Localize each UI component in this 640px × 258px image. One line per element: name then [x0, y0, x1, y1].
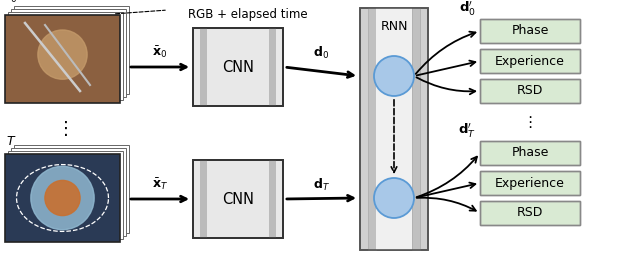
Bar [14, 145, 129, 233]
Bar [11, 148, 126, 236]
Bar [368, 8, 376, 250]
Text: CNN: CNN [222, 191, 254, 206]
Text: Experience: Experience [495, 176, 565, 189]
Bar [480, 171, 580, 195]
Text: $t_0$: $t_0$ [6, 0, 18, 5]
Bar [480, 19, 580, 43]
Bar [480, 201, 580, 225]
Bar [5, 154, 120, 242]
Bar [8, 151, 123, 239]
Text: $T$: $T$ [6, 135, 17, 148]
Circle shape [38, 30, 87, 79]
Bar [360, 8, 428, 250]
Circle shape [374, 56, 414, 96]
Bar [412, 8, 420, 250]
Text: $\bar{\mathbf{x}}_T$: $\bar{\mathbf{x}}_T$ [152, 176, 168, 192]
Bar [480, 141, 580, 165]
Text: $\mathbf{d}_T'$: $\mathbf{d}_T'$ [458, 121, 476, 139]
Text: RGB + elapsed time: RGB + elapsed time [188, 8, 308, 21]
Text: $\mathbf{d}_0'$: $\mathbf{d}_0'$ [459, 0, 476, 17]
Bar [480, 141, 580, 165]
Text: RSD: RSD [517, 85, 543, 98]
Circle shape [31, 166, 94, 230]
Circle shape [374, 178, 414, 218]
Bar [480, 79, 580, 103]
Text: $\mathbf{d}_T$: $\mathbf{d}_T$ [312, 177, 330, 193]
Bar [193, 28, 283, 106]
Bar [14, 6, 129, 94]
Bar [480, 19, 580, 43]
Bar [269, 28, 276, 106]
Bar [360, 8, 428, 250]
Bar [480, 49, 580, 73]
Text: Phase: Phase [511, 147, 548, 159]
Bar [480, 49, 580, 73]
Text: CNN: CNN [222, 60, 254, 75]
Circle shape [45, 180, 80, 216]
Bar [200, 160, 207, 238]
Text: Phase: Phase [511, 25, 548, 37]
Bar [193, 160, 283, 238]
Bar [480, 79, 580, 103]
Text: ⋮: ⋮ [57, 119, 75, 138]
Bar [480, 171, 580, 195]
Bar [8, 12, 123, 100]
Bar [11, 9, 126, 97]
Text: Experience: Experience [495, 54, 565, 68]
Bar [193, 160, 283, 238]
Bar [269, 160, 276, 238]
Text: ⋮: ⋮ [522, 115, 538, 130]
Bar [200, 28, 207, 106]
Text: RSD: RSD [517, 206, 543, 220]
Text: $\mathbf{d}_0$: $\mathbf{d}_0$ [313, 45, 329, 61]
Bar [480, 201, 580, 225]
Bar [193, 28, 283, 106]
Text: RNN: RNN [380, 20, 408, 33]
Bar [5, 15, 120, 103]
Bar [376, 8, 412, 250]
Text: $\bar{\mathbf{x}}_0$: $\bar{\mathbf{x}}_0$ [152, 44, 168, 60]
